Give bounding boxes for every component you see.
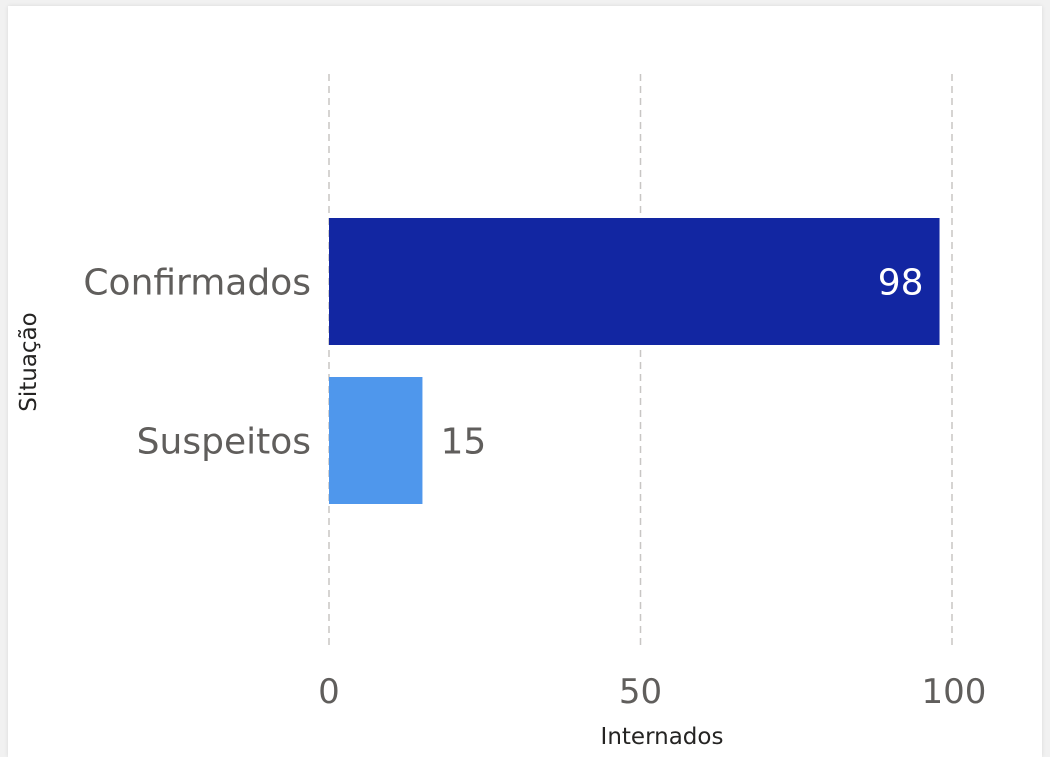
bar-suspeitos[interactable]: [329, 377, 423, 504]
x-tick-label-50: 50: [619, 672, 662, 712]
x-tick-labels: 0 50 100: [318, 672, 986, 712]
bars: [329, 218, 940, 504]
data-label-confirmados: 98: [878, 263, 924, 304]
category-labels: Confirmados Suspeitos: [83, 263, 311, 463]
category-label-suspeitos: Suspeitos: [137, 422, 311, 463]
chart-card: [8, 6, 1042, 757]
x-tick-label-0: 0: [318, 672, 340, 712]
bar-confirmados[interactable]: [329, 218, 940, 345]
x-tick-label-100: 100: [922, 672, 987, 712]
x-axis-title: Internados: [601, 724, 724, 750]
data-label-suspeitos: 15: [440, 422, 486, 463]
gridlines: [328, 74, 953, 648]
y-axis-title: Situação: [16, 312, 42, 412]
data-labels: 98 15: [440, 263, 923, 463]
category-label-confirmados: Confirmados: [83, 263, 311, 304]
